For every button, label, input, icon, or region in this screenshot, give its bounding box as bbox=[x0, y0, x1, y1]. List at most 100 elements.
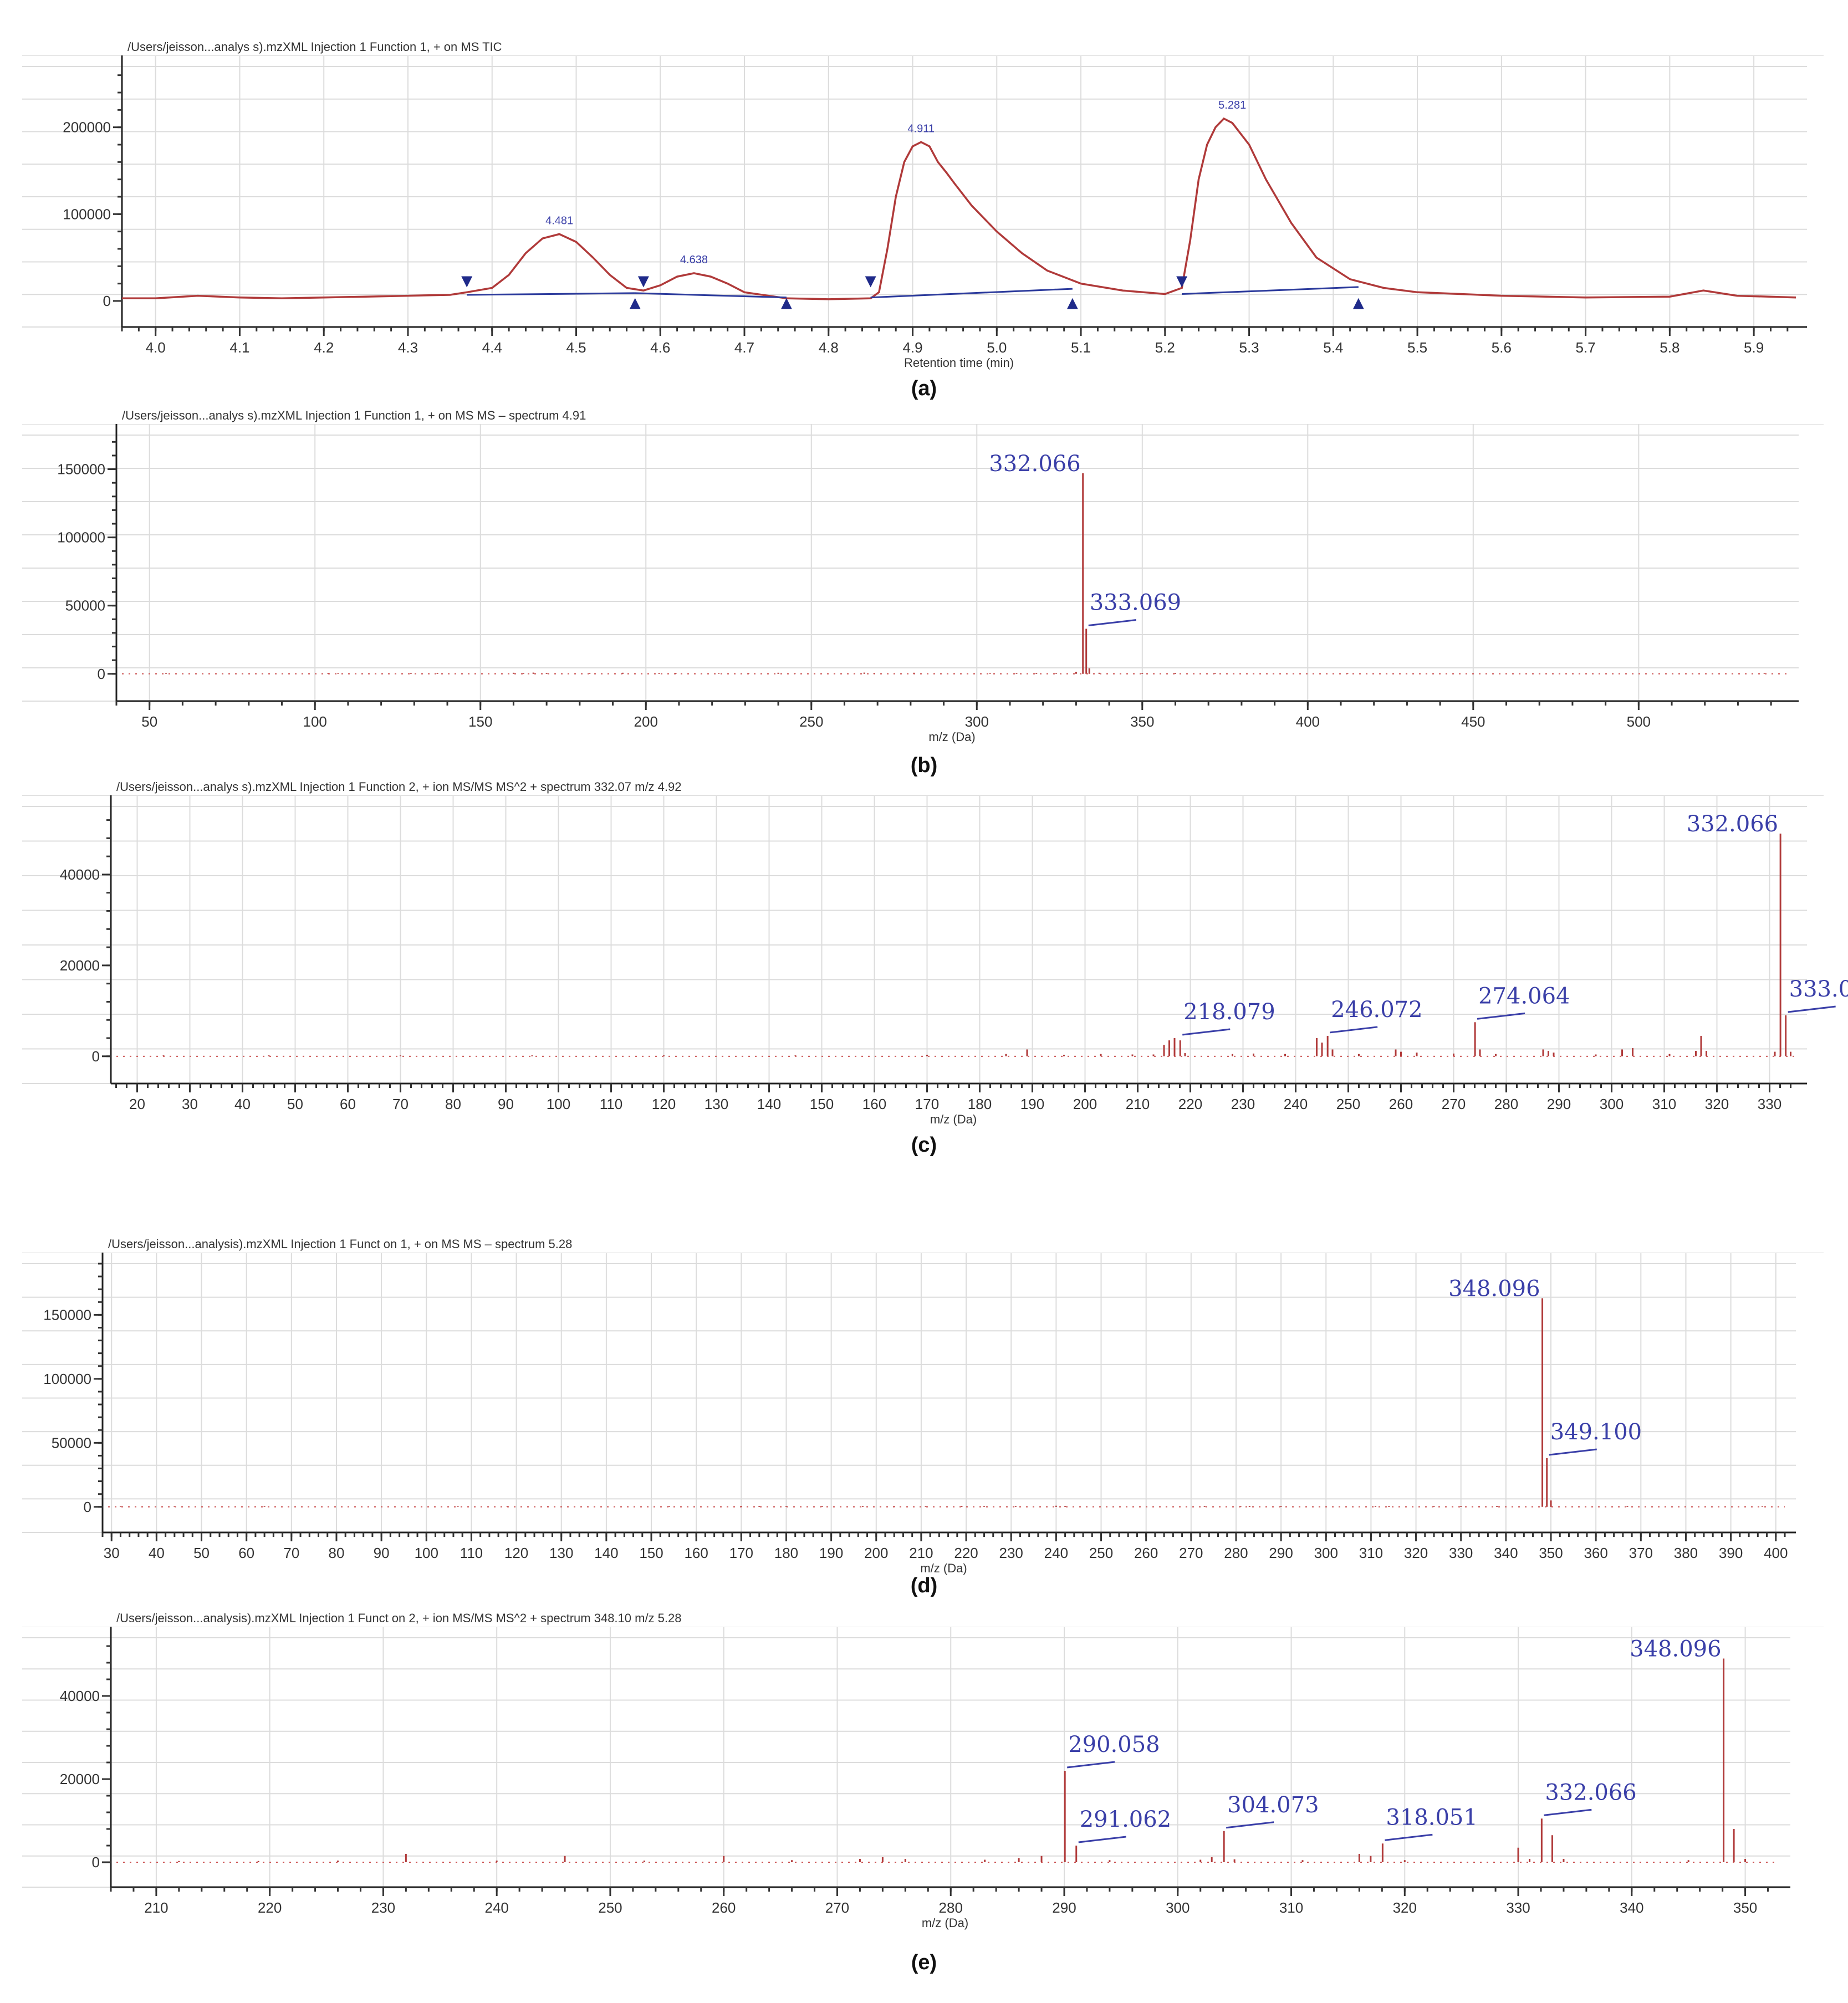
x-tick-label: 260 bbox=[712, 1899, 736, 1916]
y-tick-label: 0 bbox=[92, 1854, 100, 1871]
x-tick-label: 310 bbox=[1652, 1096, 1676, 1112]
peak-annotation: 348.096 bbox=[1630, 1637, 1721, 1662]
x-tick-label: 180 bbox=[774, 1545, 798, 1561]
y-tick-label: 50000 bbox=[65, 597, 105, 614]
peak-annotation: 274.064 bbox=[1478, 983, 1570, 1009]
x-tick-label: 150 bbox=[468, 713, 492, 730]
frame-top-line bbox=[22, 55, 1824, 56]
chart-panel-c: /Users/jeisson...analys s).mzXML Injecti… bbox=[0, 780, 1848, 1126]
peak-label: 4.481 bbox=[545, 214, 573, 227]
x-tick-label: 4.6 bbox=[650, 339, 670, 356]
caption-b: (b) bbox=[910, 754, 938, 777]
y-tick-label: 0 bbox=[92, 1048, 100, 1065]
x-tick-label: 270 bbox=[1442, 1096, 1466, 1112]
y-tick-label: 200000 bbox=[63, 119, 111, 136]
y-tick-label: 100000 bbox=[43, 1371, 91, 1387]
integration-baseline bbox=[467, 292, 635, 296]
peak-annotation: 332.066 bbox=[1687, 811, 1778, 837]
chart-title: /Users/jeisson...analys s).mzXML Injecti… bbox=[122, 408, 586, 422]
x-tick-label: 250 bbox=[799, 713, 823, 730]
x-tick-label: 280 bbox=[939, 1899, 963, 1916]
x-tick-label: 340 bbox=[1620, 1899, 1643, 1916]
x-tick-label: 190 bbox=[819, 1545, 843, 1561]
x-tick-label: 290 bbox=[1052, 1899, 1076, 1916]
x-axis-title: m/z (Da) bbox=[930, 1112, 977, 1126]
peak-end-marker bbox=[629, 298, 641, 309]
x-tick-label: 280 bbox=[1494, 1096, 1518, 1112]
chart-d: /Users/jeisson...analysis).mzXML Injecti… bbox=[22, 1237, 1824, 1575]
chart-title: /Users/jeisson...analys s).mzXML Injecti… bbox=[116, 780, 682, 794]
x-tick-label: 250 bbox=[1336, 1096, 1360, 1112]
peak-label: 4.911 bbox=[907, 122, 935, 135]
caption-a: (a) bbox=[911, 377, 937, 400]
x-tick-label: 350 bbox=[1733, 1899, 1757, 1916]
x-tick-label: 5.8 bbox=[1660, 339, 1679, 356]
peak-annotation: 349.100 bbox=[1550, 1419, 1642, 1445]
x-tick-label: 150 bbox=[639, 1545, 663, 1561]
annotation-leader bbox=[1549, 1448, 1597, 1456]
x-tick-label: 290 bbox=[1269, 1545, 1293, 1561]
x-tick-label: 60 bbox=[238, 1545, 254, 1561]
y-tick-label: 150000 bbox=[43, 1306, 91, 1323]
x-tick-label: 330 bbox=[1449, 1545, 1473, 1561]
x-tick-label: 300 bbox=[1600, 1096, 1624, 1112]
chart-panel-d: /Users/jeisson...analysis).mzXML Injecti… bbox=[0, 1237, 1848, 1575]
peak-annotation: 333.069 bbox=[1090, 590, 1181, 616]
x-tick-label: 50 bbox=[141, 713, 157, 730]
x-tick-label: 220 bbox=[954, 1545, 978, 1561]
x-tick-label: 390 bbox=[1719, 1545, 1743, 1561]
peak-annotation: 304.073 bbox=[1227, 1792, 1319, 1818]
x-tick-label: 5.9 bbox=[1744, 339, 1764, 356]
x-tick-label: 220 bbox=[258, 1899, 282, 1916]
x-tick-label: 100 bbox=[415, 1545, 438, 1561]
peak-start-marker bbox=[637, 276, 649, 288]
x-tick-label: 240 bbox=[1044, 1545, 1068, 1561]
peak-end-marker bbox=[1352, 298, 1364, 309]
x-tick-label: 120 bbox=[504, 1545, 528, 1561]
x-tick-label: 90 bbox=[498, 1096, 514, 1112]
chart-title: /Users/jeisson...analys s).mzXML Injecti… bbox=[127, 40, 502, 54]
x-tick-label: 380 bbox=[1674, 1545, 1698, 1561]
frame-top-line bbox=[22, 795, 1824, 796]
x-tick-label: 210 bbox=[1126, 1096, 1150, 1112]
x-tick-label: 5.7 bbox=[1576, 339, 1596, 356]
x-tick-label: 5.6 bbox=[1492, 339, 1512, 356]
x-tick-label: 230 bbox=[371, 1899, 395, 1916]
x-tick-label: 270 bbox=[1179, 1545, 1203, 1561]
x-tick-label: 160 bbox=[862, 1096, 886, 1112]
x-tick-label: 4.1 bbox=[229, 339, 249, 356]
peak-start-marker bbox=[865, 276, 876, 288]
chart-c: /Users/jeisson...analys s).mzXML Injecti… bbox=[22, 780, 1848, 1126]
y-tick-label: 40000 bbox=[60, 866, 100, 883]
peak-annotation: 218.079 bbox=[1183, 999, 1275, 1025]
chart-b: /Users/jeisson...analys s).mzXML Injecti… bbox=[22, 408, 1824, 744]
x-tick-label: 70 bbox=[392, 1096, 409, 1112]
annotation-leader bbox=[1544, 1808, 1592, 1816]
x-tick-label: 4.2 bbox=[314, 339, 334, 356]
y-tick-label: 150000 bbox=[57, 461, 105, 478]
peak-end-marker bbox=[780, 298, 792, 309]
x-tick-label: 4.5 bbox=[566, 339, 586, 356]
x-tick-label: 50 bbox=[287, 1096, 303, 1112]
x-tick-label: 5.2 bbox=[1155, 339, 1175, 356]
x-tick-label: 320 bbox=[1705, 1096, 1729, 1112]
x-tick-label: 100 bbox=[547, 1096, 570, 1112]
peak-annotation: 333.069 bbox=[1789, 977, 1848, 1002]
annotation-leader bbox=[1182, 1028, 1231, 1036]
x-tick-label: 300 bbox=[1314, 1545, 1338, 1561]
x-tick-label: 250 bbox=[1089, 1545, 1113, 1561]
x-tick-label: 350 bbox=[1130, 713, 1154, 730]
integration-baseline bbox=[635, 292, 787, 299]
x-tick-label: 4.7 bbox=[734, 339, 754, 356]
x-tick-label: 140 bbox=[757, 1096, 781, 1112]
y-tick-label: 50000 bbox=[52, 1434, 91, 1451]
x-tick-label: 200 bbox=[634, 713, 658, 730]
x-axis-title: m/z (Da) bbox=[920, 1561, 967, 1575]
x-tick-label: 5.1 bbox=[1071, 339, 1091, 356]
x-tick-label: 140 bbox=[594, 1545, 618, 1561]
x-tick-label: 100 bbox=[303, 713, 327, 730]
peak-end-marker bbox=[1066, 298, 1078, 309]
x-tick-label: 4.9 bbox=[902, 339, 922, 356]
x-tick-label: 190 bbox=[1020, 1096, 1044, 1112]
x-tick-label: 30 bbox=[182, 1096, 198, 1112]
